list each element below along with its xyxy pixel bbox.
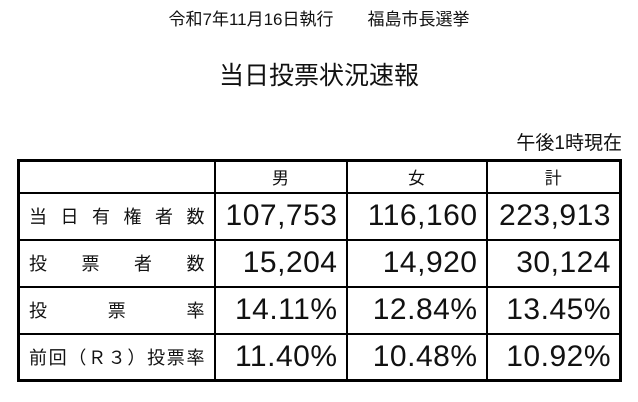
eligible-voters-total: 223,913 <box>485 191 622 241</box>
header-total: 計 <box>485 159 622 194</box>
table-header-row: 男 女 計 <box>17 159 622 194</box>
previous-turnout-rate-total: 10.92% <box>485 332 622 382</box>
table-row-previous-turnout-rate: 前回（Ｒ３）投票率 11.40% 10.48% 10.92% <box>17 332 622 382</box>
row-label-eligible-voters: 当日有権者数 <box>17 191 216 241</box>
row-label-turnout-rate: 投票率 <box>17 285 216 335</box>
as-of-time-label: 午後1時現在 <box>516 133 622 154</box>
table-row-voters: 投票者数 15,204 14,920 30,124 <box>17 238 622 288</box>
turnout-rate-male: 14.11% <box>213 285 348 335</box>
header-female: 女 <box>345 159 488 194</box>
eligible-voters-male: 107,753 <box>213 191 348 241</box>
table-row-turnout-rate: 投票率 14.11% 12.84% 13.45% <box>17 285 622 335</box>
previous-turnout-rate-male: 11.40% <box>213 332 348 382</box>
header-male: 男 <box>213 159 348 194</box>
row-label-previous-turnout-rate: 前回（Ｒ３）投票率 <box>17 332 216 382</box>
eligible-voters-female: 116,160 <box>345 191 488 241</box>
voters-total: 30,124 <box>485 238 622 288</box>
turnout-rate-total: 13.45% <box>485 285 622 335</box>
turnout-table: 男 女 計 当日有権者数 107,753 116,160 223,913 投票者… <box>17 159 622 382</box>
page-title: 当日投票状況速報 <box>218 62 419 90</box>
header-blank-cell <box>17 159 216 194</box>
row-label-voters: 投票者数 <box>17 238 216 288</box>
voters-male: 15,204 <box>213 238 348 288</box>
previous-turnout-rate-female: 10.48% <box>345 332 488 382</box>
turnout-rate-female: 12.84% <box>345 285 488 335</box>
table-row-eligible-voters: 当日有権者数 107,753 116,160 223,913 <box>17 191 622 241</box>
election-header-line: 令和7年11月16日執行 福島市長選挙 <box>168 10 470 29</box>
voters-female: 14,920 <box>345 238 488 288</box>
